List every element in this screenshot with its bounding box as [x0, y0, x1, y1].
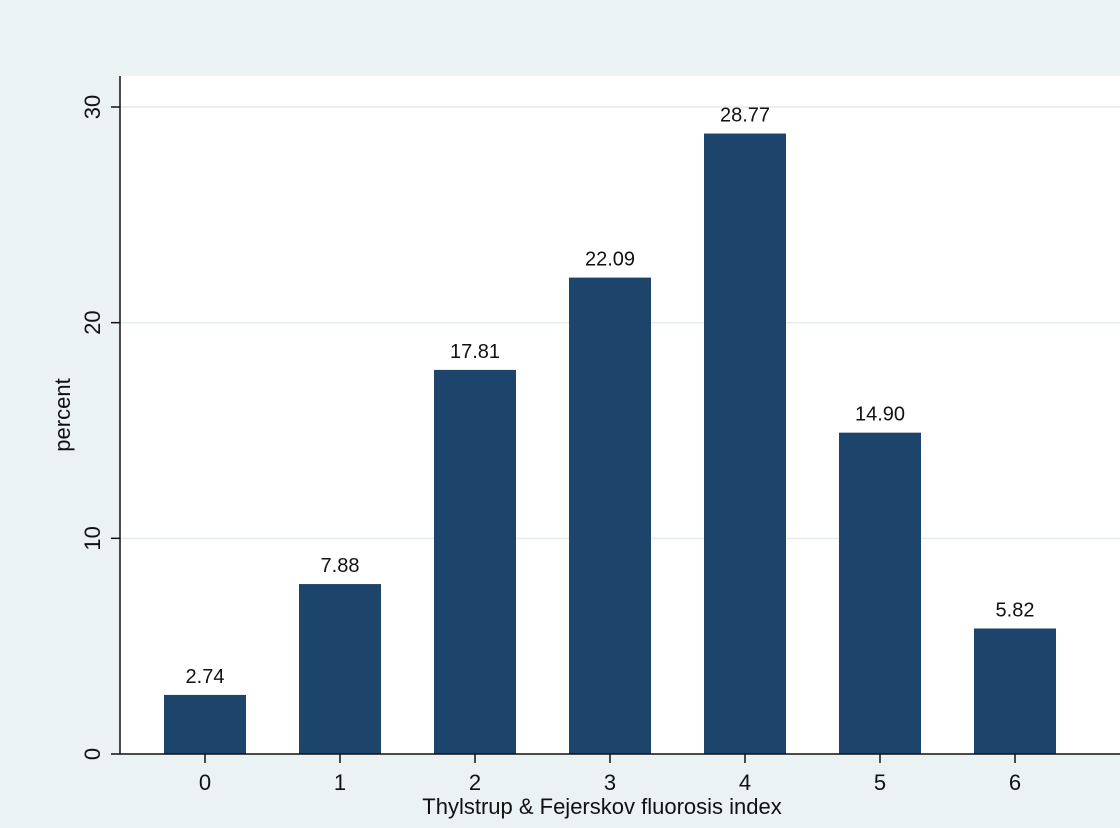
x-tick-label: 2	[469, 770, 481, 795]
x-axis-label: Thylstrup & Fejerskov fluorosis index	[422, 794, 781, 819]
bar-value-label: 28.77	[720, 105, 770, 127]
x-tick-label: 5	[874, 770, 886, 795]
bar	[704, 133, 786, 755]
bar	[164, 694, 246, 754]
bar-value-label: 22.09	[585, 249, 635, 271]
x-ticks: 0 1 2 3 4 5 6	[199, 754, 1021, 795]
bar-value-label: 7.88	[321, 555, 360, 577]
x-tick-label: 0	[199, 770, 211, 795]
y-axis-label: percent	[50, 378, 75, 451]
bars	[164, 133, 1056, 755]
bar	[434, 369, 516, 754]
data-labels: 2.74 7.88 17.81 22.09 28.77 14.90 5.82	[186, 105, 1035, 688]
y-ticks: 0 10 20 30	[80, 95, 120, 760]
y-tick-label: 30	[80, 95, 105, 119]
x-tick-label: 3	[604, 770, 616, 795]
bar-value-label: 2.74	[186, 666, 225, 688]
x-tick-label: 6	[1009, 770, 1021, 795]
x-tick-label: 1	[334, 770, 346, 795]
y-tick-label: 0	[80, 748, 105, 760]
bar-value-label: 5.82	[996, 599, 1035, 621]
bar	[974, 628, 1056, 754]
y-tick-label: 10	[80, 526, 105, 550]
bar	[839, 432, 921, 754]
bar	[569, 277, 651, 754]
y-tick-label: 20	[80, 310, 105, 334]
bar	[299, 584, 381, 754]
bar-value-label: 14.90	[855, 404, 905, 426]
bar-value-label: 17.81	[450, 341, 500, 363]
x-tick-label: 4	[739, 770, 751, 795]
